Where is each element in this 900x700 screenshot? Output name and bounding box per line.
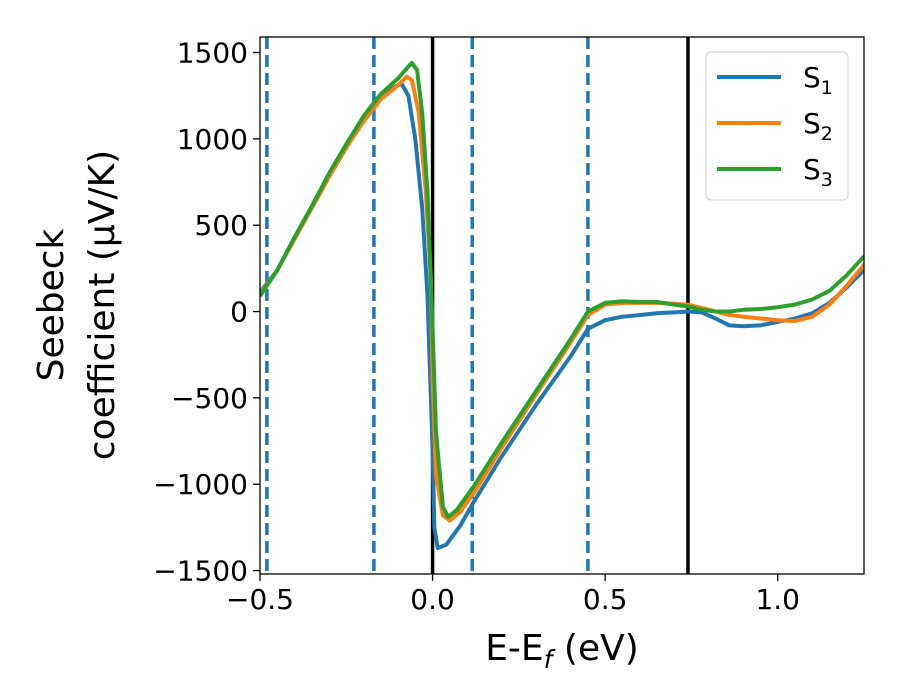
x-axis-label: E-Ef (eV) bbox=[485, 628, 639, 674]
series-line-s3 bbox=[260, 60, 864, 519]
x-tick-label-0: −0.5 bbox=[226, 583, 294, 616]
x-tick-label-1: 0.0 bbox=[410, 583, 455, 616]
y-tick-label-4: 500 bbox=[195, 209, 248, 242]
plot-frame bbox=[259, 36, 865, 575]
x-tick-label-2: 0.5 bbox=[583, 583, 628, 616]
legend-label-s2: S2 bbox=[803, 107, 833, 145]
legend-box bbox=[705, 51, 849, 201]
y-tick-label-2: −500 bbox=[171, 382, 248, 415]
y-tick-label-0: −1500 bbox=[153, 555, 248, 588]
series-line-s2 bbox=[260, 74, 864, 523]
y-axis-label-line2: coefficient (μV/K) bbox=[82, 150, 123, 460]
legend-label-s3: S3 bbox=[803, 153, 833, 191]
legend-label-s1: S1 bbox=[803, 61, 833, 99]
y-tick-label-3: 0 bbox=[230, 296, 248, 329]
y-axis-label-line1: Seebeck bbox=[31, 228, 72, 381]
legend: S1 S2 S3 bbox=[705, 51, 849, 201]
y-tick-label-1: −1000 bbox=[153, 468, 248, 501]
series-lines bbox=[260, 60, 864, 551]
y-tick-label-6: 1500 bbox=[177, 37, 248, 70]
y-axis-label: Seebeck coefficient (μV/K) bbox=[31, 150, 123, 460]
y-tick-label-5: 1000 bbox=[177, 123, 248, 156]
axis-ticks: −0.5 0.0 0.5 1.0 −1500 −1000 −500 0 500 1000 1500 bbox=[153, 37, 800, 616]
x-tick-label-3: 1.0 bbox=[755, 583, 800, 616]
